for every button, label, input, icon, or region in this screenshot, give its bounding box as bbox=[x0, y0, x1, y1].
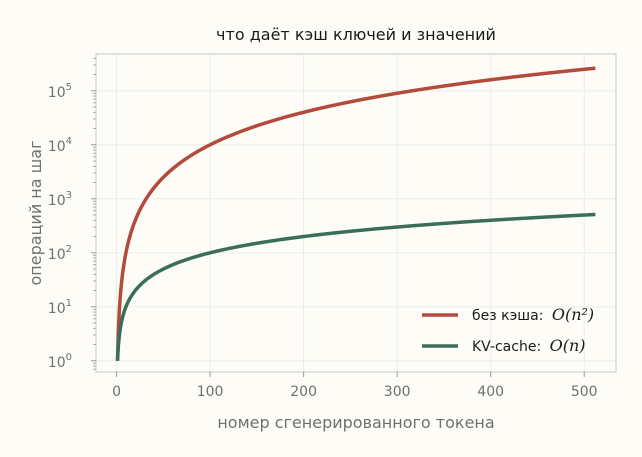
legend-formula-kv-cache: O(n) bbox=[550, 336, 586, 355]
y-tick-label: 100 bbox=[48, 352, 72, 371]
legend-label-kv-cache: KV-cache: O(n) bbox=[472, 336, 586, 355]
y-tick-exponent: 1 bbox=[66, 298, 72, 309]
x-tick-label: 0 bbox=[112, 384, 121, 400]
chart-title: что даёт кэш ключей и значений bbox=[216, 25, 496, 44]
x-axis-label: номер сгенерированного токена bbox=[217, 413, 494, 432]
y-tick-exponent: 0 bbox=[66, 352, 72, 363]
series-line-no-cache bbox=[115, 66, 597, 361]
series-line-kv-cache bbox=[115, 212, 597, 361]
y-tick-label: 104 bbox=[48, 136, 72, 155]
y-tick-exponent: 3 bbox=[66, 190, 72, 201]
y-tick-label: 105 bbox=[48, 82, 72, 101]
axes-frame bbox=[95, 53, 617, 373]
legend-name-no-cache: без кэша: bbox=[472, 308, 543, 324]
y-tick-base: 10 bbox=[48, 355, 66, 371]
y-tick-label: 103 bbox=[48, 190, 72, 209]
plot-series bbox=[115, 66, 597, 361]
legend: без кэша: O(n²) KV-cache: O(n) bbox=[422, 305, 594, 355]
y-tick-base: 10 bbox=[48, 247, 66, 263]
y-tick-label: 101 bbox=[48, 298, 72, 317]
y-tick-base: 10 bbox=[48, 139, 66, 155]
x-tick-label: 200 bbox=[290, 384, 317, 400]
legend-formula-no-cache: O(n²) bbox=[552, 305, 594, 324]
y-tick-exponent: 4 bbox=[66, 136, 72, 147]
legend-name-kv-cache: KV-cache: bbox=[472, 339, 541, 355]
y-tick-base: 10 bbox=[48, 301, 66, 317]
y-tick-exponent: 5 bbox=[66, 82, 72, 93]
x-tick-label: 300 bbox=[384, 384, 411, 400]
legend-label-no-cache: без кэша: O(n²) bbox=[472, 305, 594, 324]
x-tick-label: 100 bbox=[197, 384, 224, 400]
x-tick-label: 400 bbox=[477, 384, 504, 400]
y-tick-exponent: 2 bbox=[66, 244, 72, 255]
y-tick-label: 102 bbox=[48, 244, 72, 263]
y-tick-base: 10 bbox=[48, 85, 66, 101]
y-tick-base: 10 bbox=[48, 193, 66, 209]
y-axis-label: операций на шаг bbox=[26, 140, 45, 285]
grid bbox=[96, 54, 616, 372]
x-tick-label: 500 bbox=[571, 384, 598, 400]
